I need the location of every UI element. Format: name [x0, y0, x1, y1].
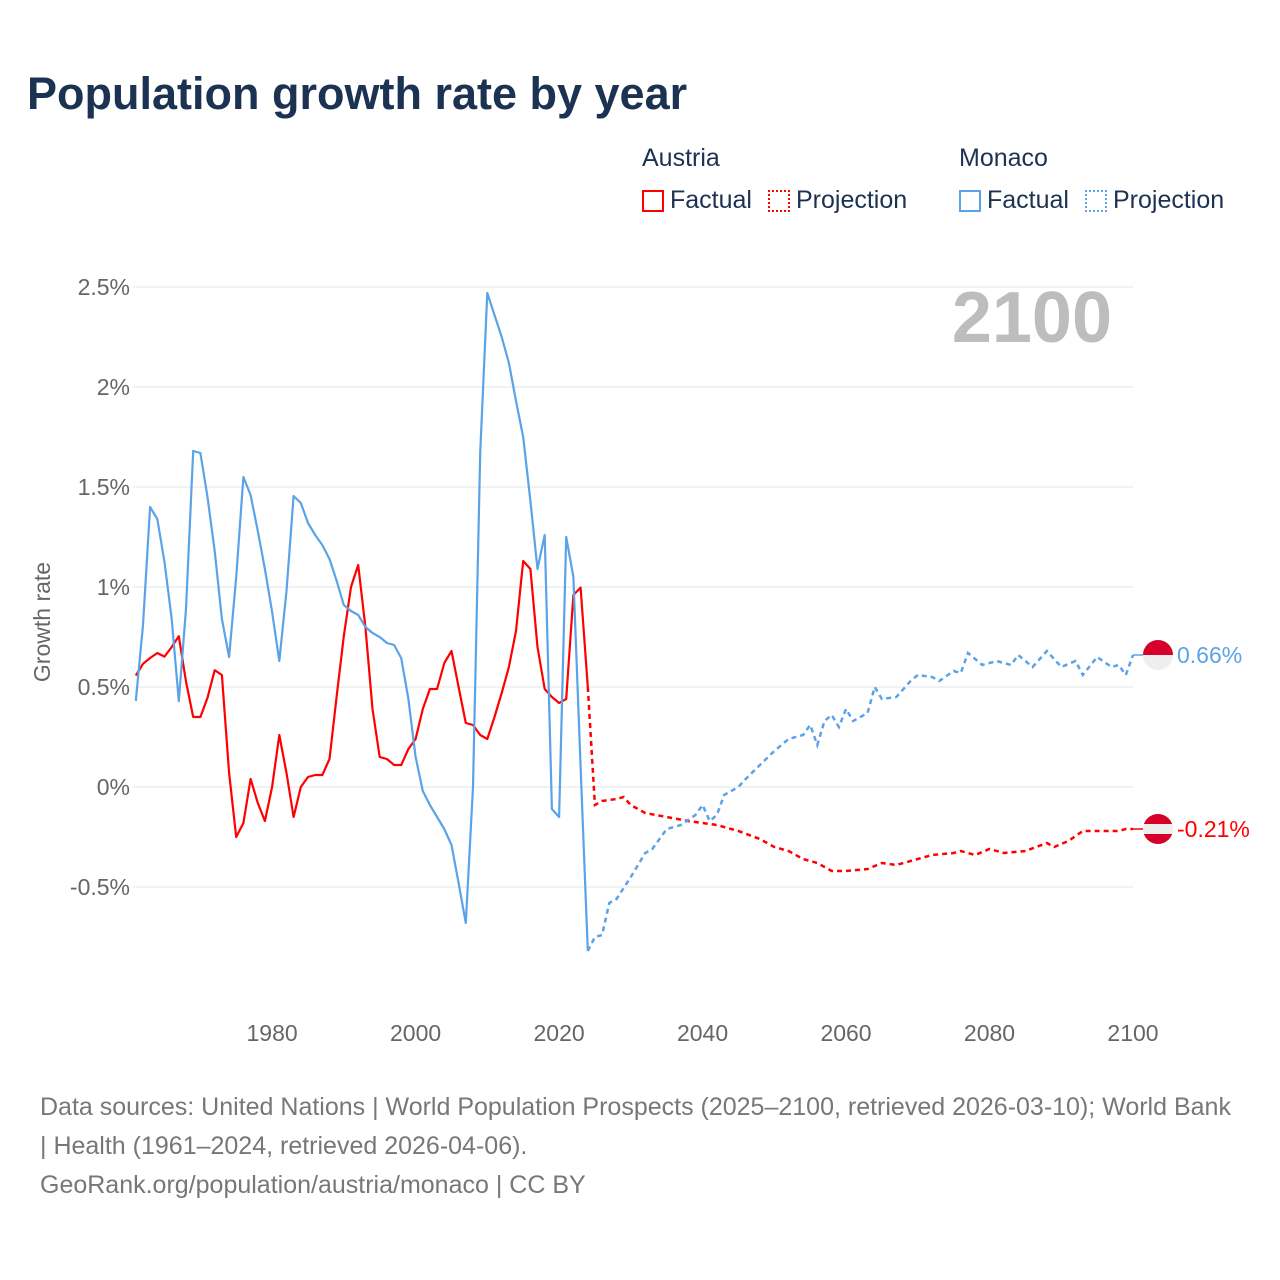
- chart-title: Population growth rate by year: [27, 68, 688, 119]
- legend-austria: Austria Factual Projection: [642, 144, 907, 215]
- legend-austria-factual[interactable]: Factual: [642, 186, 752, 215]
- austria-end-value-label: -0.21%: [1177, 816, 1250, 842]
- legend-monaco: Monaco Factual Projection: [959, 144, 1224, 215]
- y-axis-label: Growth rate: [29, 562, 55, 682]
- y-tick-label: 1.5%: [78, 474, 130, 500]
- legend-label: Factual: [987, 186, 1069, 214]
- y-tick-label: 1%: [97, 574, 130, 600]
- y-tick-label: 0.5%: [78, 674, 130, 700]
- current-year-label: 2100: [952, 278, 1112, 358]
- y-tick-label: 2%: [97, 374, 130, 400]
- legend-monaco-projection[interactable]: Projection: [1084, 186, 1225, 215]
- legend-label: Projection: [1112, 186, 1225, 214]
- dotted-swatch-icon: [1084, 189, 1107, 212]
- austria-projection-line: [586, 686, 1133, 873]
- x-tick-label: 2000: [390, 1020, 441, 1046]
- legend-monaco-title: Monaco: [959, 144, 1048, 172]
- footer: Data sources: United Nations | World Pop…: [40, 1088, 1240, 1205]
- solid-swatch-icon: [642, 189, 664, 212]
- austria-factual-line: [134, 559, 589, 839]
- y-tick-label: 0%: [97, 774, 130, 800]
- x-tick-label: 2040: [677, 1020, 728, 1046]
- dotted-swatch-icon: [767, 189, 790, 212]
- solid-swatch-icon: [959, 189, 981, 212]
- monaco-end-value-label: 0.66%: [1177, 642, 1242, 668]
- x-tick-label: 2080: [964, 1020, 1015, 1046]
- monaco-projection-line: [586, 649, 1135, 952]
- austria-flag-icon: [1143, 814, 1173, 844]
- x-tick-label: 2060: [820, 1020, 871, 1046]
- legend-monaco-factual[interactable]: Factual: [959, 186, 1069, 215]
- y-tick-label: -0.5%: [70, 874, 130, 900]
- legend-austria-title: Austria: [642, 144, 720, 172]
- y-tick-label: 2.5%: [78, 274, 130, 300]
- legend-label: Factual: [670, 186, 752, 214]
- x-tick-label: 2020: [533, 1020, 584, 1046]
- data-sources: Data sources: United Nations | World Pop…: [40, 1093, 1231, 1160]
- monaco-flag-icon: [1143, 640, 1173, 670]
- x-tick-label: 2100: [1107, 1020, 1158, 1046]
- x-tick-label: 1980: [247, 1020, 298, 1046]
- legend-label: Projection: [795, 186, 908, 214]
- legend-austria-projection[interactable]: Projection: [767, 186, 908, 215]
- attribution-link[interactable]: GeoRank.org/population/austria/monaco | …: [40, 1171, 586, 1199]
- monaco-factual-line: [134, 291, 589, 952]
- line-chart: 2.5% 2% 1.5% 1% 0.5% 0% -0.5% 1980 2000 2020 2040 2…: [29, 274, 1250, 1046]
